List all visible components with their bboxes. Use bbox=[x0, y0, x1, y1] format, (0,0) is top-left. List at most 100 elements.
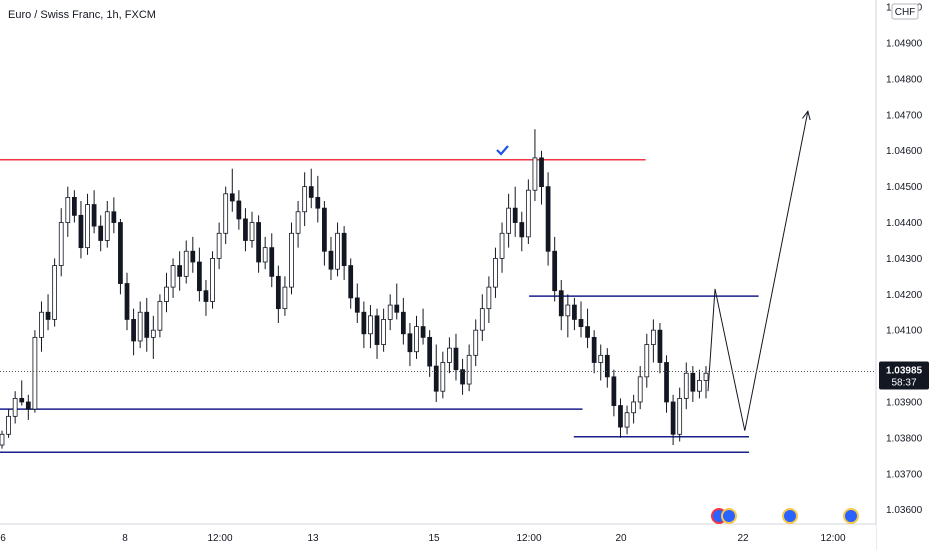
candle-body bbox=[341, 232, 347, 266]
candle-body bbox=[604, 354, 610, 378]
candle-body bbox=[545, 186, 551, 252]
price-axis[interactable] bbox=[876, 0, 932, 550]
price-tick-label: 1.03900 bbox=[886, 397, 923, 408]
candle-body bbox=[532, 157, 538, 191]
time-tick-label: 8 bbox=[122, 533, 128, 544]
candle-body bbox=[223, 193, 229, 234]
time-axis-ticks: 6 8 12:00 13 15 12:00 20 22 12:00 bbox=[0, 533, 846, 544]
last-price-tag-bg bbox=[879, 361, 929, 390]
candle-body bbox=[400, 311, 406, 335]
price-tick-label: 1.03600 bbox=[886, 505, 923, 516]
candle-body bbox=[32, 336, 38, 410]
candle-body bbox=[190, 250, 196, 263]
candle-body bbox=[137, 311, 143, 342]
candle-body bbox=[170, 265, 176, 288]
candle-body bbox=[216, 232, 222, 259]
price-tick-label: 1.04900 bbox=[886, 39, 923, 50]
candle-body bbox=[519, 222, 525, 238]
candle-body bbox=[697, 380, 702, 392]
time-tick-label: 6 bbox=[0, 533, 6, 544]
candle-body bbox=[453, 347, 459, 371]
candle-body bbox=[624, 412, 630, 428]
candle-body bbox=[703, 372, 709, 381]
candle-body bbox=[131, 319, 136, 342]
price-tick-label: 1.03800 bbox=[886, 433, 923, 444]
candle-body bbox=[12, 397, 18, 417]
event-flag-icon[interactable] bbox=[721, 508, 737, 524]
price-tick-label: 1.04800 bbox=[886, 74, 923, 85]
candle-body bbox=[381, 319, 386, 345]
candle-body bbox=[493, 258, 498, 288]
time-tick-label: 12:00 bbox=[207, 533, 232, 544]
candle-body bbox=[565, 304, 571, 317]
candle-body bbox=[368, 315, 373, 335]
projection-path bbox=[707, 110, 811, 431]
candle-body bbox=[591, 336, 597, 363]
countdown-value: 58:37 bbox=[891, 377, 916, 388]
candle-body bbox=[539, 157, 544, 188]
candle-body bbox=[598, 354, 604, 363]
time-tick-label: 12:00 bbox=[516, 533, 541, 544]
candle-body bbox=[374, 315, 380, 345]
candle-body bbox=[111, 211, 117, 223]
candle-body bbox=[670, 401, 676, 435]
candle-body bbox=[506, 207, 511, 234]
candle-body bbox=[354, 297, 360, 313]
candle-body bbox=[150, 329, 156, 338]
candle-body bbox=[637, 376, 643, 403]
candle-body bbox=[690, 372, 696, 392]
price-tick-label: 1.04600 bbox=[886, 146, 923, 157]
currency-badge[interactable] bbox=[891, 3, 919, 20]
candle-body bbox=[157, 301, 163, 331]
price-tick-label: 1.04500 bbox=[886, 182, 923, 193]
candle-body bbox=[289, 232, 294, 288]
time-axis[interactable] bbox=[0, 524, 876, 550]
candle-body bbox=[269, 247, 275, 277]
candle-body bbox=[282, 286, 288, 310]
time-tick-label: 22 bbox=[737, 533, 749, 544]
price-tick-label: 1.03700 bbox=[886, 469, 923, 480]
candle-body bbox=[328, 250, 334, 270]
candle-body bbox=[98, 225, 104, 241]
candle-body bbox=[236, 200, 242, 220]
candle-body bbox=[118, 222, 123, 284]
event-flag-icon[interactable] bbox=[782, 508, 798, 524]
candle-body bbox=[433, 365, 439, 392]
candle-body bbox=[256, 222, 261, 263]
candle-body bbox=[295, 211, 301, 234]
candle-body bbox=[677, 397, 683, 435]
candle-body bbox=[243, 218, 248, 241]
candle-body bbox=[348, 265, 354, 299]
event-icons bbox=[711, 508, 859, 524]
chart-title: Euro / Swiss Franc, 1h, FXCM bbox=[8, 9, 156, 21]
candle-body bbox=[183, 250, 189, 277]
candle-body bbox=[466, 354, 472, 385]
candle-body bbox=[618, 405, 623, 428]
candle-body bbox=[85, 204, 90, 249]
price-tick-label: 1.04100 bbox=[886, 326, 923, 337]
candle-body bbox=[335, 232, 340, 270]
candle-body bbox=[611, 376, 617, 406]
candle-body bbox=[683, 372, 689, 399]
candle-body bbox=[25, 401, 31, 410]
projection-arrowhead bbox=[802, 110, 811, 121]
candle-body bbox=[394, 304, 400, 313]
candle-body bbox=[315, 196, 321, 209]
candle-body bbox=[460, 369, 465, 385]
candle-body bbox=[447, 347, 452, 363]
price-tick-label: 1.04700 bbox=[886, 110, 923, 121]
candle-body bbox=[414, 326, 419, 353]
candle-body bbox=[420, 326, 426, 338]
event-flag-icon[interactable] bbox=[843, 508, 859, 524]
candle-body bbox=[479, 308, 485, 331]
candle-body bbox=[657, 329, 663, 363]
candle-body bbox=[486, 286, 492, 310]
candle-body bbox=[6, 415, 11, 435]
candle-body bbox=[45, 311, 51, 320]
candle-body bbox=[164, 286, 169, 302]
candle-body bbox=[440, 362, 446, 392]
price-tick-label: 1.04300 bbox=[886, 254, 923, 265]
last-price-value: 1.03985 bbox=[886, 365, 923, 376]
